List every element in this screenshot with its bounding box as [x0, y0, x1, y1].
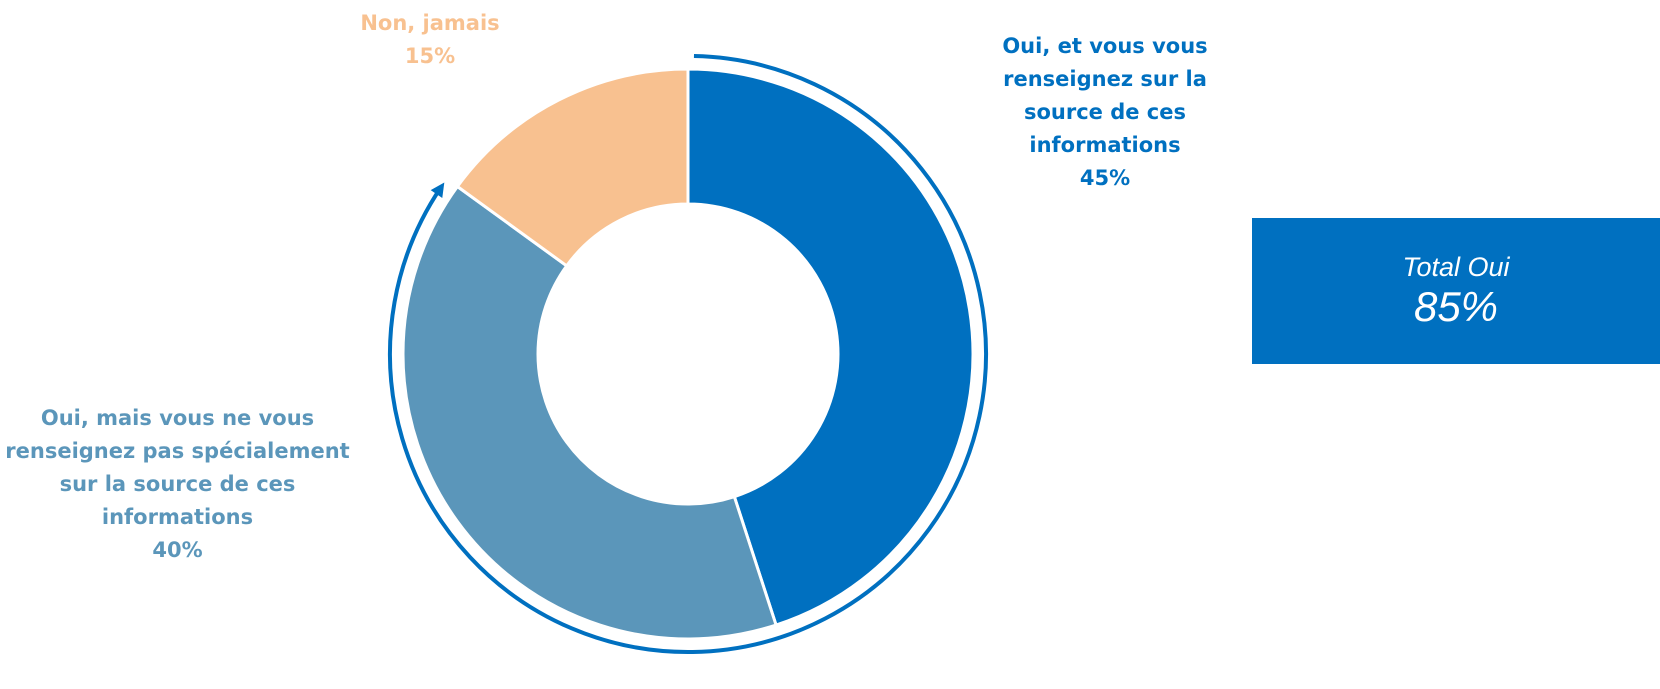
slice-label-oui-pas-renseignez: Oui, mais vous ne vous renseignez pas sp… — [5, 402, 350, 567]
slice-value-oui-renseignez: 45% — [1079, 166, 1131, 190]
slice-label-oui-renseignez: Oui, et vous vous renseignez sur la sour… — [1000, 30, 1210, 195]
total-oui-arc — [388, 54, 988, 654]
total-oui-label: Total Oui — [1402, 252, 1510, 282]
slice-label-non-jamais: Non, jamais 15% — [340, 7, 520, 73]
total-oui-value: 85% — [1413, 283, 1499, 330]
slice-oui-renseignez — [686, 67, 975, 627]
total-oui-box: Total Oui 85% — [1252, 218, 1660, 364]
slice-value-oui-pas-renseignez: 40% — [152, 538, 203, 562]
slice-oui-pas-renseignez — [401, 184, 778, 641]
slice-non-jamais — [455, 67, 690, 268]
slice-value-non-jamais: 15% — [404, 44, 456, 68]
total-oui-arrowhead — [430, 182, 445, 198]
